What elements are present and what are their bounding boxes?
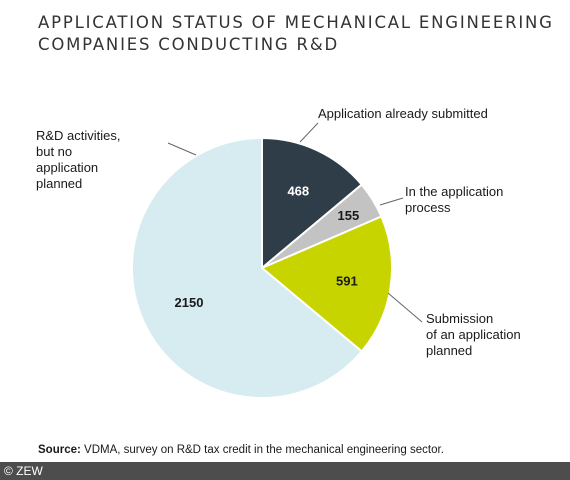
slice-category-label-2: In the application process — [405, 184, 503, 215]
slice-category-label-1: Application already submitted — [318, 106, 488, 121]
slice-value-label-1: 468 — [287, 183, 309, 198]
chart-title: APPLICATION STATUS OF MECHANICAL ENGINEE… — [38, 12, 558, 56]
slice-value-label-3: 591 — [336, 273, 358, 288]
copyright-bar: © ZEW — [0, 462, 570, 480]
source-text: VDMA, survey on R&D tax credit in the me… — [80, 444, 444, 456]
leader-line-4 — [167, 142, 197, 156]
source-prefix: Source: — [38, 444, 81, 456]
slice-category-label-3: Submission of an application planned — [426, 311, 521, 358]
slice-value-label-4: 2150 — [175, 295, 204, 310]
source-note: Source: VDMA, survey on R&D tax credit i… — [38, 444, 444, 456]
copyright-text: © ZEW — [4, 464, 43, 478]
slice-category-label-4: R&D activities, but no application planned — [36, 128, 121, 191]
pie-chart: 468 155 591 2150 Application already submitt… — [36, 106, 521, 399]
slice-value-label-2: 155 — [337, 208, 359, 223]
pie-slice-3 — [260, 215, 393, 353]
leader-line-1 — [299, 122, 319, 143]
chart-title-line-1: APPLICATION STATUS OF MECHANICAL ENGINEE… — [38, 13, 554, 32]
leader-line-3 — [387, 292, 423, 323]
pie-slice-1 — [261, 136, 364, 271]
leader-line-2 — [379, 197, 404, 206]
chart-title-line-2: COMPANIES CONDUCTING R&D — [38, 35, 339, 54]
pie-slice-4 — [131, 136, 364, 399]
